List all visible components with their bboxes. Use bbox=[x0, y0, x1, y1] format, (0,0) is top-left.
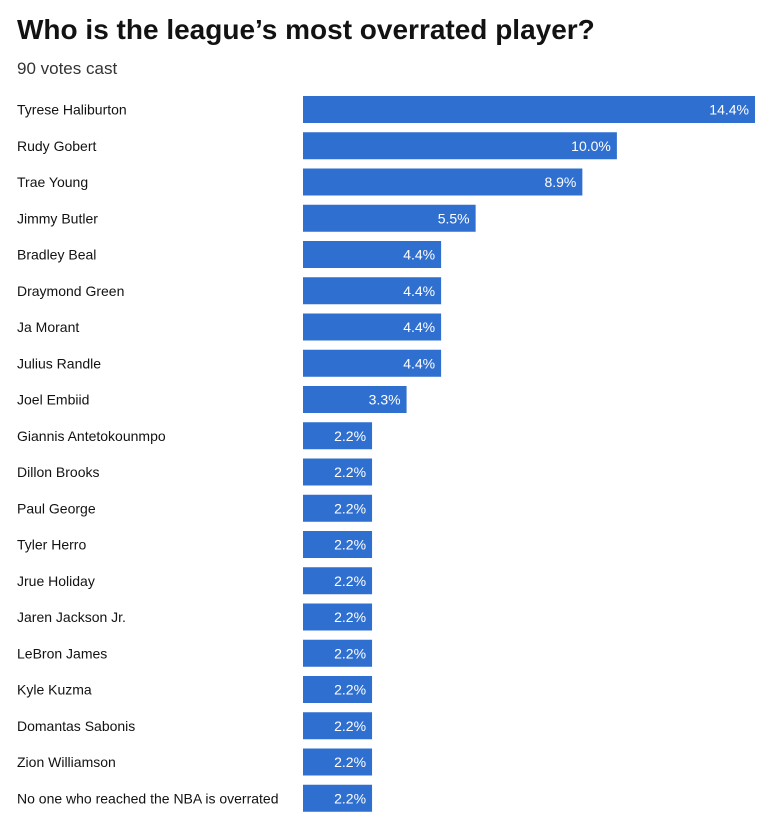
category-label: Trae Young bbox=[17, 174, 88, 190]
bar-value-label: 10.0% bbox=[571, 138, 611, 154]
category-label: Zion Williamson bbox=[17, 754, 116, 770]
category-label: Domantas Sabonis bbox=[17, 718, 135, 734]
category-label: Joel Embiid bbox=[17, 392, 89, 408]
bar-value-label: 4.4% bbox=[403, 247, 435, 263]
bar-value-label: 2.2% bbox=[334, 682, 366, 698]
category-label: Jaren Jackson Jr. bbox=[17, 609, 126, 625]
category-label: Tyrese Haliburton bbox=[17, 102, 127, 118]
bar bbox=[303, 748, 373, 776]
bar bbox=[303, 603, 373, 631]
category-label: Bradley Beal bbox=[17, 247, 96, 263]
bar bbox=[303, 132, 617, 160]
category-label: Draymond Green bbox=[17, 283, 124, 299]
bar bbox=[303, 386, 407, 413]
category-label: Giannis Antetokounmpo bbox=[17, 428, 166, 444]
bar bbox=[303, 96, 755, 123]
bar-value-label: 2.2% bbox=[334, 609, 366, 625]
category-label: LeBron James bbox=[17, 645, 107, 661]
bar bbox=[303, 277, 442, 305]
bar bbox=[303, 168, 583, 196]
bar bbox=[303, 422, 373, 450]
bar-value-label: 4.4% bbox=[403, 355, 435, 371]
bar-value-label: 4.4% bbox=[403, 319, 435, 335]
bar-value-label: 8.9% bbox=[544, 174, 576, 190]
bar bbox=[303, 639, 373, 667]
bar bbox=[303, 241, 442, 268]
bar bbox=[303, 494, 373, 522]
bar bbox=[303, 567, 373, 595]
bar bbox=[303, 349, 442, 377]
bar bbox=[303, 313, 442, 341]
category-label: No one who reached the NBA is overrated bbox=[17, 790, 279, 806]
bar-value-label: 4.4% bbox=[403, 283, 435, 299]
bar bbox=[303, 784, 373, 812]
bar-value-label: 14.4% bbox=[709, 102, 749, 118]
chart-subtitle: 90 votes cast bbox=[17, 59, 118, 78]
bar-value-label: 2.2% bbox=[334, 718, 366, 734]
bar-value-label: 2.2% bbox=[334, 790, 366, 806]
bar-value-label: 2.2% bbox=[334, 754, 366, 770]
bar bbox=[303, 712, 373, 740]
bar-value-label: 5.5% bbox=[438, 210, 470, 226]
bar-value-label: 2.2% bbox=[334, 537, 366, 553]
bar-value-label: 2.2% bbox=[334, 573, 366, 589]
category-label: Dillon Brooks bbox=[17, 464, 99, 480]
bar bbox=[303, 204, 476, 232]
bar bbox=[303, 676, 373, 703]
category-label: Ja Morant bbox=[17, 319, 79, 335]
category-label: Kyle Kuzma bbox=[17, 682, 92, 698]
bar bbox=[303, 531, 373, 558]
category-label: Tyler Herro bbox=[17, 537, 86, 553]
bar bbox=[303, 458, 373, 486]
bar-value-label: 2.2% bbox=[334, 428, 366, 444]
bar-value-label: 3.3% bbox=[369, 392, 401, 408]
bar-value-label: 2.2% bbox=[334, 645, 366, 661]
bar-value-label: 2.2% bbox=[334, 464, 366, 480]
category-label: Jrue Holiday bbox=[17, 573, 95, 589]
category-label: Paul George bbox=[17, 500, 96, 516]
bar-value-label: 2.2% bbox=[334, 500, 366, 516]
chart-title: Who is the league’s most overrated playe… bbox=[17, 14, 595, 45]
category-label: Rudy Gobert bbox=[17, 138, 96, 154]
category-label: Julius Randle bbox=[17, 355, 101, 371]
category-label: Jimmy Butler bbox=[17, 210, 98, 226]
